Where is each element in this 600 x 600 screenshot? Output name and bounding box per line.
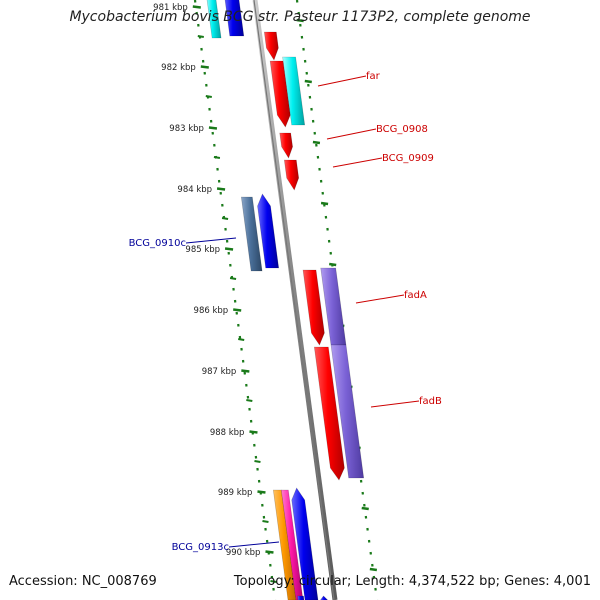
ruler-tick (249, 430, 258, 434)
ruler-tick-right (320, 201, 329, 206)
gene-arrow (297, 595, 305, 600)
gene-arrow (206, 0, 222, 39)
ruler-tick (200, 65, 209, 69)
gene-arrow (280, 489, 304, 600)
ruler-label: 986 kbp (194, 306, 229, 316)
ruler-label: 989 kbp (218, 488, 253, 498)
gene-label: BCG_0908 (376, 124, 428, 135)
ruler-tick (192, 5, 201, 9)
ruler-tick (265, 550, 274, 554)
ruler-tick-minor (254, 460, 261, 463)
ruler-label: 990 kbp (226, 548, 261, 558)
ruler-tick-minor (262, 520, 269, 523)
ruler-tick-minor (205, 95, 212, 98)
ruler-tick (233, 308, 242, 312)
ruler-tick (216, 187, 226, 191)
gene-label: fadB (419, 396, 442, 407)
ruler-tick-minor (197, 35, 204, 38)
ruler-label: 984 kbp (177, 185, 212, 195)
ruler-label: 988 kbp (210, 428, 245, 438)
gene-arrow (302, 269, 325, 346)
ruler-tick-right (361, 506, 369, 511)
gene-label-leader (355, 294, 405, 304)
ruler-tick-minor (270, 580, 277, 583)
backbone-line (252, 0, 338, 600)
gene-label-leader (326, 128, 377, 140)
gene-arrow (272, 489, 297, 600)
gene-arrow (313, 346, 345, 481)
gene-arrow (320, 595, 329, 600)
ruler-tick (208, 126, 218, 130)
accession-text: Accession: NC_008769 (9, 574, 157, 589)
gene-label: BCG_0910c (129, 238, 186, 249)
ruler-tick (224, 247, 234, 251)
ruler-tick-minor (213, 156, 221, 159)
gene-arrow (291, 487, 319, 600)
backbone-edge (253, 0, 335, 600)
ruler-tick-right (369, 567, 378, 572)
gene-label-leader (370, 400, 420, 408)
gene-label: BCG_0913c (172, 542, 229, 553)
ruler-tick (241, 369, 250, 373)
gene-label: fadA (404, 290, 427, 301)
gene-label-leader (185, 237, 237, 244)
gene-arrow (282, 56, 306, 126)
gene-label-leader (228, 541, 280, 548)
ruler-tick-right (329, 262, 337, 267)
gene-arrow (224, 0, 245, 37)
ruler-tick (257, 490, 266, 494)
gene-arrow (279, 132, 293, 159)
ruler-tick-right (312, 140, 321, 145)
ruler-label: 981 kbp (153, 3, 188, 13)
ruler-tick-right (304, 79, 312, 84)
ruler-tick-minor (221, 217, 229, 220)
genome-stats-text: Topology: circular; Length: 4,374,522 bp… (233, 574, 591, 589)
gene-label: far (366, 71, 381, 82)
ruler-tick-minor (229, 277, 237, 280)
gene-arrow (269, 60, 291, 128)
ruler-tick-minor (238, 338, 245, 341)
gene-label-leader (317, 75, 367, 87)
gene-arrow (283, 159, 300, 191)
ruler-label: 982 kbp (161, 63, 196, 73)
gene-label: BCG_0909 (382, 153, 434, 164)
gene-arrow (263, 31, 279, 61)
ruler-label: 987 kbp (202, 367, 237, 377)
ruler-label: 985 kbp (185, 245, 220, 255)
ruler-label: 983 kbp (169, 124, 204, 134)
map-title: Mycobacterium bovis BCG str. Pasteur 117… (69, 9, 531, 25)
gene-arrow (257, 193, 280, 269)
gene-arrow (240, 196, 263, 272)
ruler-dots-left (193, 0, 277, 600)
ruler-tick-right (296, 18, 304, 23)
gene-label-leader (332, 157, 383, 168)
ruler-tick-minor (246, 399, 253, 402)
gene-arrow (330, 344, 365, 479)
